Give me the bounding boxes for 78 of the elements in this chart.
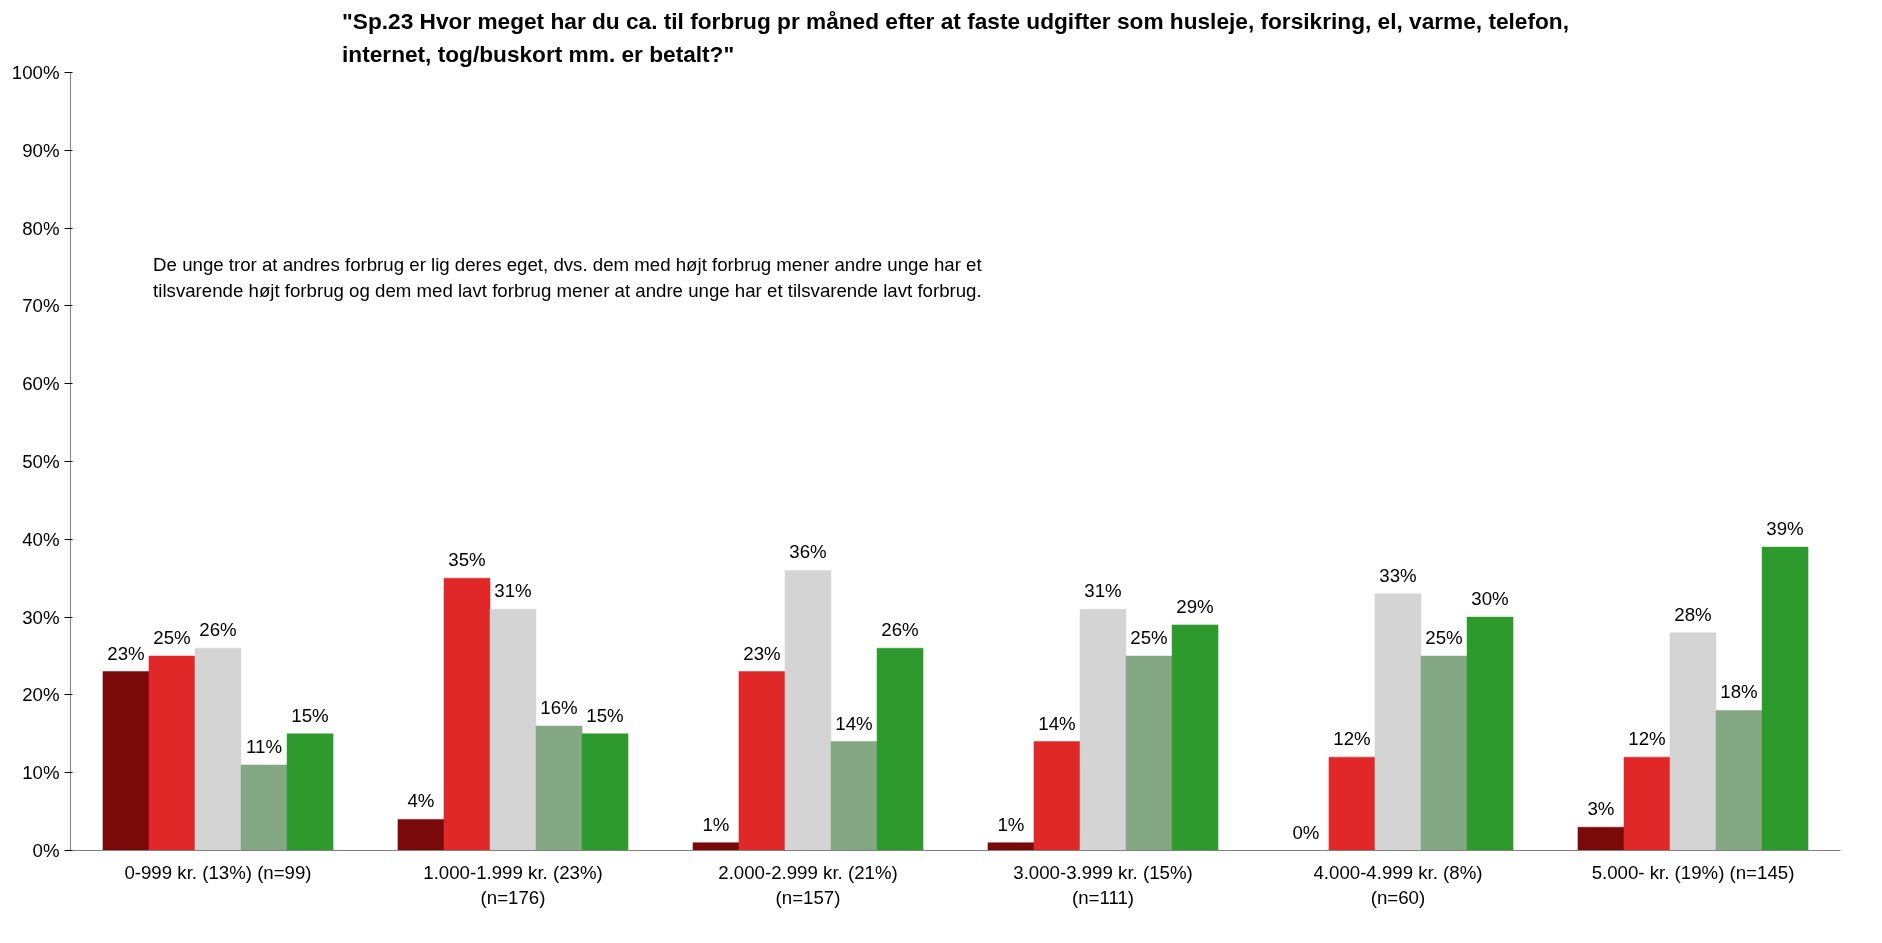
y-tick-label: 90%	[22, 139, 60, 161]
bar	[1171, 624, 1219, 851]
data-label: 14%	[1038, 712, 1076, 734]
x-tick-label: 5.000- kr. (19%) (n=145)	[1591, 861, 1795, 883]
data-label: 3%	[1587, 798, 1615, 820]
bar	[1420, 655, 1468, 851]
data-label: 14%	[835, 712, 873, 734]
data-label: 15%	[291, 704, 329, 726]
bar	[489, 609, 537, 851]
data-label: 23%	[107, 642, 145, 664]
bar	[1577, 826, 1625, 851]
data-label: 0%	[1292, 821, 1320, 843]
x-tick-label: 3.000-3.999 kr. (15%) (n=111)	[1013, 861, 1193, 908]
data-label: 25%	[1425, 627, 1463, 648]
bar	[1033, 741, 1081, 851]
bar	[1761, 546, 1809, 851]
data-label: 35%	[448, 549, 486, 571]
chart-title: "Sp.23 Hvor meget har du ca. til forbrug pr måned efter at faste udgifter som husleje, forsikring, el, varme, telefon, internet, tog/buskort mm. er betalt?"	[342, 7, 1569, 68]
bar	[830, 741, 878, 851]
data-label: 29%	[1176, 595, 1214, 617]
y-tick-label: 70%	[22, 295, 60, 317]
data-label: 12%	[1628, 728, 1666, 750]
bar	[784, 570, 832, 851]
bar	[1125, 655, 1173, 851]
bar	[1669, 632, 1717, 851]
bar	[738, 671, 786, 851]
data-label: 25%	[1130, 627, 1168, 648]
y-tick-label: 10%	[22, 762, 60, 784]
y-tick-label: 20%	[22, 684, 60, 706]
y-tick-label: 80%	[22, 217, 60, 239]
bar	[286, 733, 334, 851]
y-tick-label: 0%	[32, 840, 60, 861]
bar	[240, 764, 288, 851]
bar	[1715, 710, 1763, 851]
x-tick-label: 4.000-4.999 kr. (8%) (n=60)	[1313, 861, 1483, 908]
bar	[148, 655, 196, 851]
data-label: 12%	[1333, 728, 1371, 750]
bar	[692, 842, 740, 851]
data-label: 18%	[1720, 681, 1758, 703]
x-tick-label: 2.000-2.999 kr. (21%) (n=157)	[718, 861, 898, 908]
data-label: 15%	[586, 704, 624, 726]
data-label: 36%	[789, 541, 827, 563]
bar	[987, 842, 1035, 851]
data-label: 26%	[881, 619, 919, 641]
y-tick-label: 40%	[22, 528, 60, 550]
data-label: 16%	[540, 697, 578, 719]
bar	[1623, 756, 1671, 851]
data-label: 28%	[1674, 603, 1712, 625]
bar	[1079, 609, 1127, 851]
data-label: 31%	[1084, 580, 1122, 602]
data-label: 26%	[199, 619, 237, 641]
bar	[1466, 616, 1514, 851]
bar	[1374, 593, 1422, 851]
y-tick-label: 50%	[22, 451, 60, 472]
data-label: 31%	[494, 580, 532, 602]
bar	[535, 725, 583, 851]
data-label: 1%	[997, 813, 1025, 835]
bar	[443, 577, 491, 851]
data-label: 4%	[407, 790, 435, 812]
bar	[876, 647, 924, 851]
bar	[581, 733, 629, 851]
bar	[1328, 756, 1376, 851]
x-tick-label: 1.000-1.999 kr. (23%) (n=176)	[423, 861, 603, 908]
data-label: 11%	[246, 735, 283, 757]
y-tick-label: 100%	[11, 62, 60, 83]
data-label: 23%	[743, 642, 781, 664]
x-tick-label: 0-999 kr. (13%) (n=99)	[124, 861, 312, 883]
bar	[102, 671, 150, 851]
bar	[397, 819, 445, 851]
y-tick-label: 30%	[22, 606, 60, 628]
data-label: 30%	[1471, 588, 1509, 610]
data-label: 1%	[702, 813, 730, 835]
data-label: 33%	[1379, 564, 1417, 586]
annotation: De unge tror at andres forbrug er lig deres eget, dvs. dem med højt forbrug mener andre unge har et tilsvarende højt forbrug og dem med lavt forbrug mener at andre unge har et tilsvarende lavt forbrug.	[153, 253, 983, 301]
bar	[194, 647, 242, 851]
y-tick-label: 60%	[22, 373, 60, 395]
data-label: 39%	[1766, 518, 1804, 540]
data-label: 25%	[153, 627, 191, 648]
